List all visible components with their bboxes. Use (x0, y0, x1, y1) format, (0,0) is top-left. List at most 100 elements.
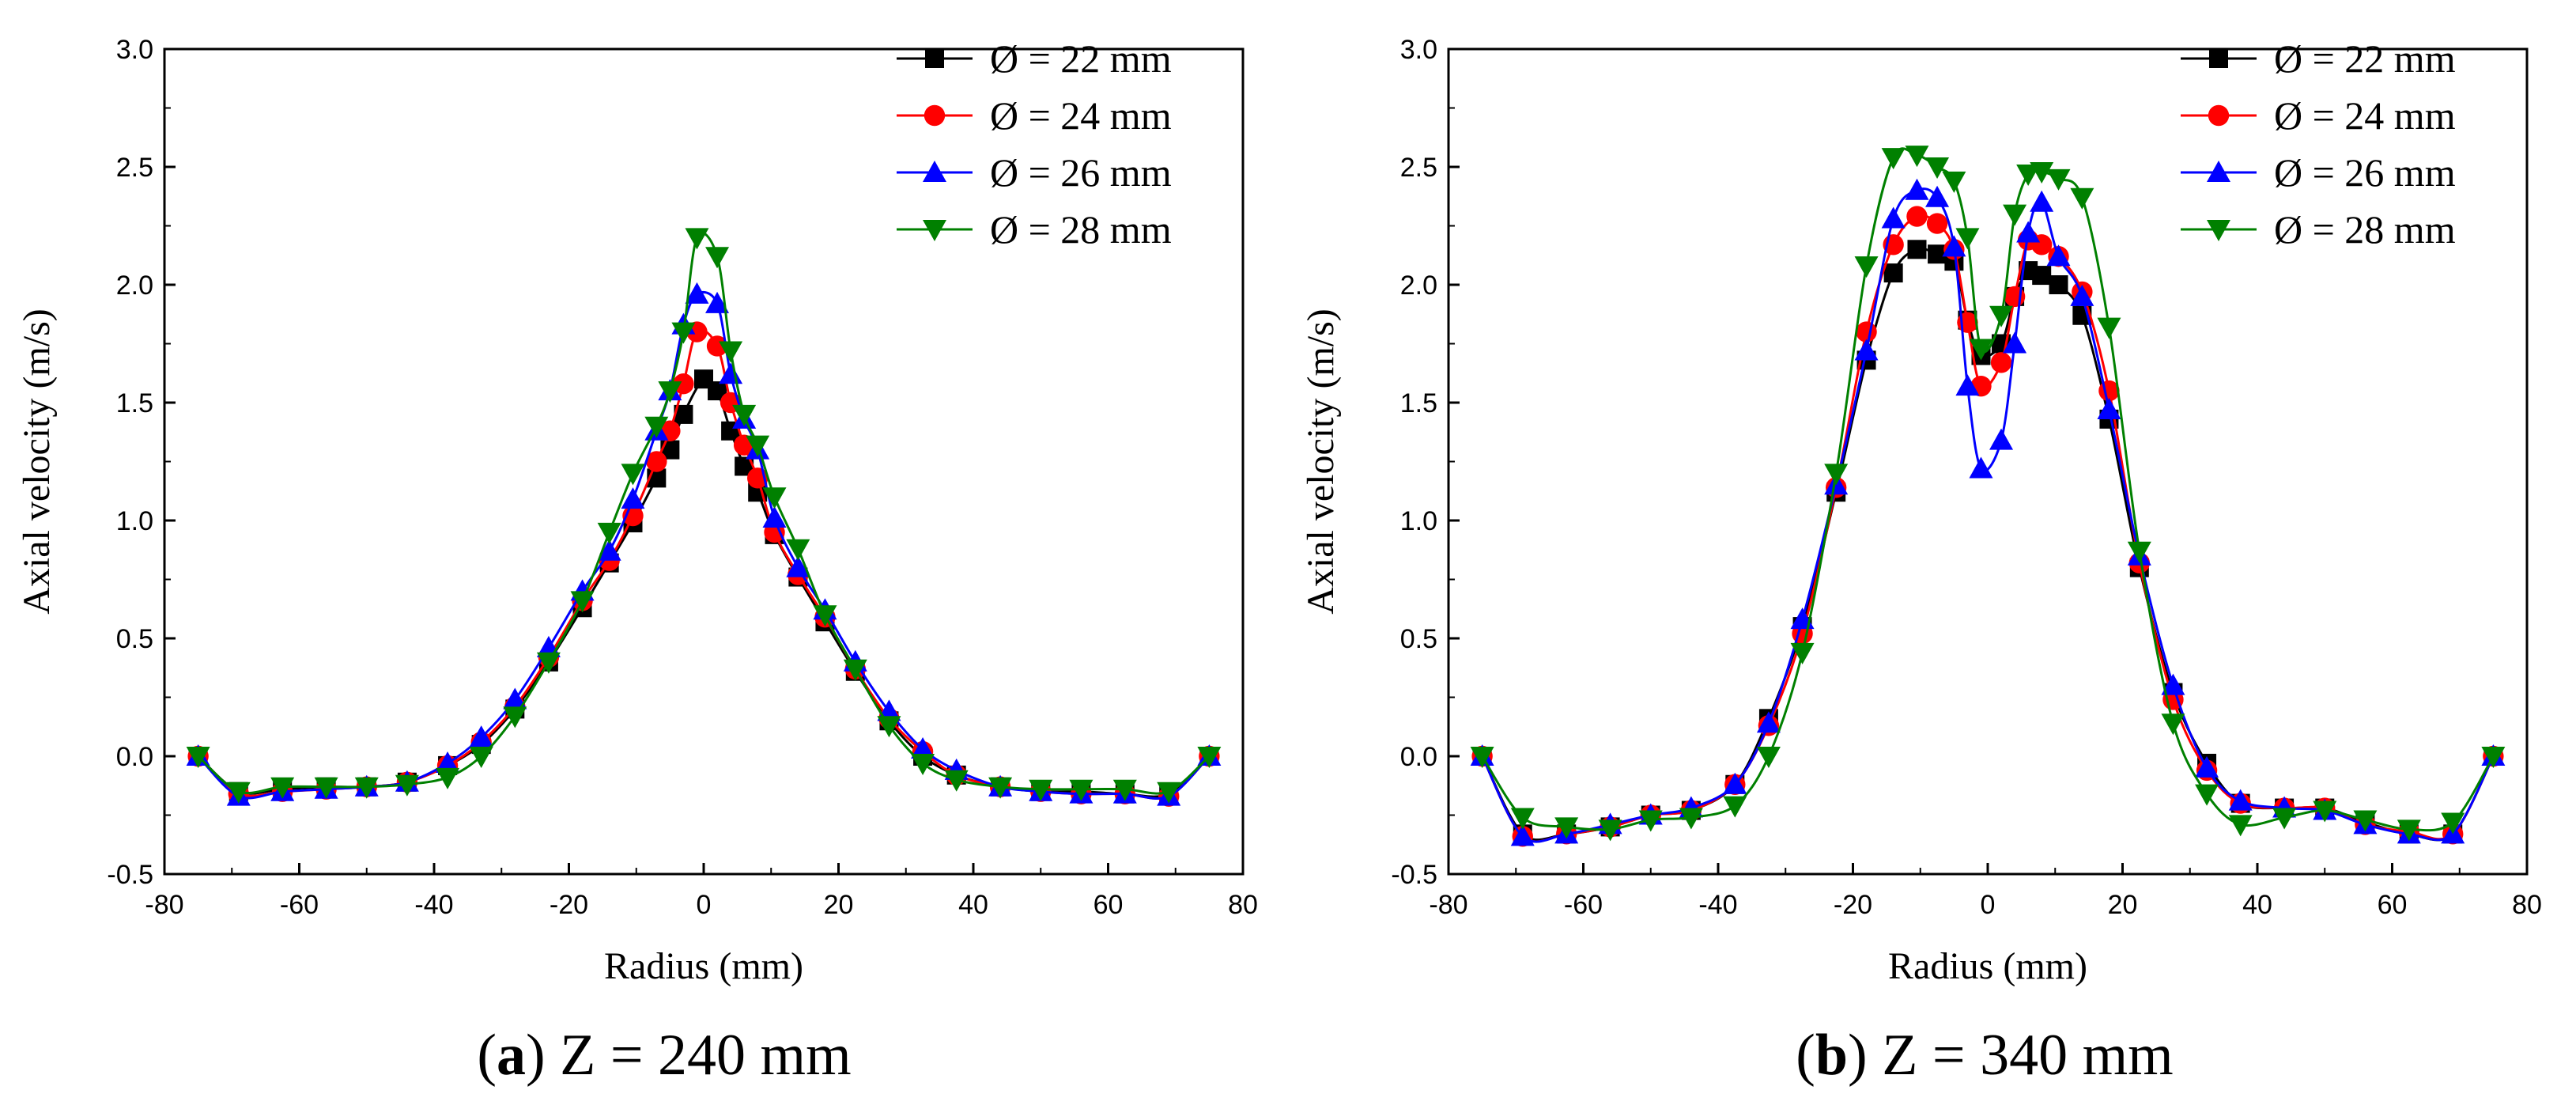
data-point (705, 291, 730, 313)
data-point (2195, 784, 2219, 806)
series-line (1481, 147, 2495, 832)
data-point (762, 506, 787, 528)
data-point (1942, 171, 1966, 193)
data-point (1905, 146, 1929, 168)
y-tick-label: -0.5 (107, 860, 153, 890)
data-point (732, 404, 757, 426)
data-point (658, 381, 682, 403)
data-point (2046, 244, 2071, 267)
data-point (1881, 148, 1906, 170)
data-point (2127, 541, 2151, 563)
data-point (621, 464, 645, 486)
y-tick-label: 1.5 (116, 388, 153, 418)
data-point (354, 777, 379, 799)
x-axis-label: Radius (mm) (1888, 945, 2087, 987)
data-point (2070, 187, 2094, 210)
data-point (2313, 801, 2337, 823)
x-tick-label: -40 (414, 890, 453, 920)
data-point (2353, 810, 2378, 832)
x-tick-label: 0 (1981, 890, 1996, 920)
data-point (1925, 157, 1950, 179)
data-point (1989, 305, 2014, 327)
data-point (762, 487, 787, 509)
data-point (2228, 789, 2253, 811)
data-point (1854, 339, 1879, 361)
y-tick-label: 2.0 (116, 271, 153, 301)
data-point (813, 605, 837, 627)
data-point (503, 706, 527, 729)
legend-label: Ø = 28 mm (990, 207, 1172, 252)
data-point (270, 777, 295, 799)
data-point (685, 282, 709, 304)
data-point (1969, 456, 1993, 479)
data-point (1883, 263, 1903, 283)
x-tick-label: 60 (1093, 890, 1124, 920)
data-point (2016, 221, 2041, 243)
data-point (786, 539, 810, 561)
x-tick-label: 80 (1228, 890, 1258, 920)
data-point (2481, 747, 2506, 768)
series-line (1481, 247, 2495, 842)
data-point (1969, 339, 1993, 361)
x-tick-label: -80 (1429, 890, 1467, 920)
data-point (2046, 168, 2071, 191)
data-point (673, 373, 694, 395)
data-point (911, 737, 935, 759)
data-point (719, 341, 743, 363)
data-point (671, 322, 696, 344)
data-point (2272, 808, 2297, 830)
legend-marker (2209, 49, 2228, 68)
data-point (705, 247, 730, 269)
data-point (1905, 178, 1929, 200)
data-point (597, 539, 621, 561)
series-circle (187, 321, 1220, 807)
x-tick-label: 20 (2108, 890, 2138, 920)
legend-marker (2207, 220, 2230, 241)
panel-caption: (b) Z = 340 mm (1796, 1023, 2174, 1088)
x-tick-label: -20 (550, 890, 588, 920)
legend-label: Ø = 22 mm (990, 36, 1172, 81)
data-point (911, 753, 935, 775)
legend-marker (2207, 161, 2230, 182)
data-point (1510, 824, 1535, 846)
y-tick-label: 3.0 (1400, 35, 1437, 65)
y-tick-label: 1.0 (116, 506, 153, 536)
data-point (2097, 317, 2121, 339)
data-point (1756, 711, 1781, 733)
data-point (395, 774, 419, 797)
data-point (436, 767, 460, 789)
y-tick-label: 2.5 (1400, 153, 1437, 183)
data-point (2070, 284, 2094, 306)
data-point (1756, 747, 1781, 768)
data-point (469, 725, 493, 748)
data-point (1926, 213, 1948, 234)
data-point (1197, 747, 1222, 768)
series-line (197, 231, 1211, 795)
x-tick-label: -60 (1564, 890, 1603, 920)
data-point (786, 555, 810, 577)
data-point (314, 777, 338, 799)
data-point (1854, 256, 1879, 278)
data-point (226, 782, 251, 804)
legend-marker (925, 49, 944, 68)
y-tick-label: 2.5 (116, 153, 153, 183)
panel-caption: (a) Z = 240 mm (477, 1023, 851, 1088)
data-point (1029, 779, 1053, 801)
data-point (469, 747, 493, 768)
x-tick-label: 80 (2512, 890, 2542, 920)
data-point (2161, 713, 2185, 736)
data-point (1112, 779, 1137, 801)
data-point (2003, 331, 2027, 354)
data-point (988, 777, 1013, 799)
data-point (1942, 235, 1966, 257)
data-point (1928, 244, 1947, 264)
series-triangle-up (186, 282, 1222, 806)
x-tick-label: -40 (1698, 890, 1737, 920)
data-point (1925, 185, 1950, 207)
series-square (1472, 240, 2503, 844)
data-point (2003, 204, 2027, 226)
series-triangle-down (186, 228, 1222, 804)
legend-label: Ø = 26 mm (2274, 150, 2456, 195)
legend-label: Ø = 28 mm (2274, 207, 2456, 252)
